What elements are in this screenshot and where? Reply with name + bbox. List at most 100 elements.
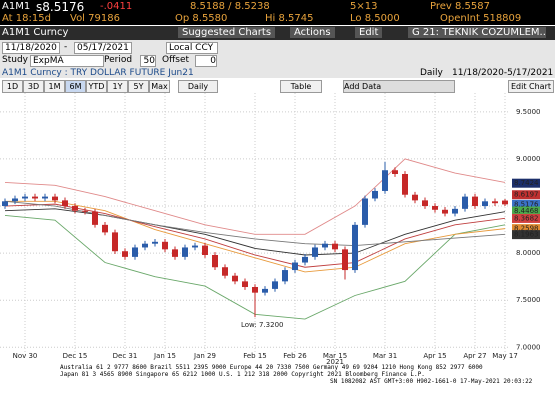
- x-tick-label: Mar 31: [373, 352, 397, 360]
- candle-body: [262, 288, 268, 293]
- price-tag-label: 8.1963: [514, 231, 539, 239]
- candle-body: [242, 281, 248, 288]
- candle-body: [322, 243, 328, 248]
- open-int: OpenInt 518809: [440, 13, 522, 24]
- price-tag-label: 8.6197: [514, 191, 539, 199]
- footer-line: Japan 81 3 4565 8900 Singapore 65 6212 1…: [60, 371, 425, 378]
- x-tick-label: Feb 15: [243, 352, 267, 360]
- overlay-line: [4, 203, 506, 268]
- y-tick-label: 7.5000: [516, 296, 541, 304]
- x-tick-label: Apr 15: [423, 352, 446, 360]
- candle-body: [212, 254, 218, 268]
- candle-body: [32, 196, 38, 199]
- candle-body: [502, 200, 508, 205]
- candle-body: [52, 196, 58, 201]
- candle-body: [282, 270, 288, 282]
- candle-body: [452, 208, 458, 214]
- plot-area: [0, 93, 555, 370]
- period-button[interactable]: Max: [149, 80, 170, 93]
- candle-body: [122, 251, 128, 257]
- candle-body: [292, 262, 298, 271]
- dates: 11/18/2020-5/17/2021: [452, 68, 554, 78]
- menu-button[interactable]: Actions: [290, 27, 335, 38]
- offset-label: Offset: [162, 55, 190, 65]
- candle-body: [102, 224, 108, 233]
- quote-bar: [0, 0, 555, 25]
- study-label: Study: [2, 55, 28, 65]
- candle-body: [182, 247, 188, 257]
- annotation: Low: 7.3200: [241, 321, 283, 329]
- vol: Vol 79186: [70, 13, 120, 24]
- footer-line: SN 1082082 AST GMT+3:00 H902-1661-0 17-M…: [330, 378, 533, 385]
- period-button[interactable]: 6M: [65, 80, 86, 93]
- y-tick-label: 7.0000: [516, 343, 541, 351]
- description: A1M1 Curncy : TRY DOLLAR FUTURE Jun21: [2, 68, 194, 78]
- candle-body: [92, 211, 98, 225]
- period-button[interactable]: 1Y: [107, 80, 128, 93]
- candle-body: [402, 173, 408, 195]
- price-tag: [512, 199, 540, 209]
- y-tick-label: 8.0000: [516, 249, 541, 257]
- candle-body: [342, 249, 348, 271]
- high: Hi 8.5745: [265, 13, 314, 24]
- x-tick-label: Jan 29: [193, 352, 216, 360]
- price-tag-label: 8.2598: [514, 225, 539, 233]
- candle-body: [162, 241, 168, 250]
- menu-button[interactable]: Edit: [355, 27, 383, 38]
- bid-ask: 8.5188 / 8.5238: [190, 1, 270, 12]
- period-button[interactable]: 3D: [23, 80, 44, 93]
- end-date[interactable]: 05/17/2021: [74, 42, 132, 54]
- candle-body: [202, 245, 208, 255]
- price-tag: [512, 206, 540, 216]
- table-button[interactable]: Table: [280, 80, 322, 93]
- size: 5×13: [350, 1, 378, 12]
- candle-body: [72, 206, 78, 211]
- offset[interactable]: 0: [195, 55, 217, 67]
- candle-body: [422, 200, 428, 207]
- menu-button[interactable]: G 21: TEKNIK COZUMLEM...: [408, 27, 546, 38]
- y-tick-label: 9.0000: [516, 155, 541, 163]
- y-tick-label: 9.5000: [516, 108, 541, 116]
- start-date[interactable]: 11/18/2020: [2, 42, 60, 54]
- candle-body: [22, 196, 28, 199]
- candle-body: [172, 249, 178, 257]
- candle-body: [302, 256, 308, 263]
- candle-body: [272, 281, 278, 289]
- frequency-select[interactable]: Daily: [178, 80, 218, 93]
- open: Op 8.5580: [175, 13, 228, 24]
- menu-button[interactable]: Suggested Charts: [178, 27, 276, 38]
- candle-body: [442, 209, 448, 214]
- price-tag: [512, 224, 540, 234]
- time: At 18:15d: [2, 13, 51, 24]
- security: A1M1 Curncy: [2, 27, 69, 38]
- add-data[interactable]: Add Data: [343, 80, 455, 93]
- last: s8.5176: [36, 0, 85, 14]
- candle-body: [232, 275, 238, 282]
- x-tick-label: Dec 31: [113, 352, 138, 360]
- x-tick-label: Jan 15: [153, 352, 176, 360]
- price-tag-label: 8.4468: [514, 207, 539, 215]
- candle-body: [332, 243, 338, 250]
- price-tag-label: 8.7424: [514, 179, 539, 187]
- candle-body: [392, 170, 398, 174]
- candle-body: [482, 201, 488, 207]
- candle-body: [352, 224, 358, 271]
- x-tick-label: Feb 26: [283, 352, 307, 360]
- period-button[interactable]: YTD: [86, 80, 107, 93]
- candle-body: [362, 198, 368, 225]
- edit-chart[interactable]: Edit Chart: [508, 80, 554, 93]
- candle-body: [222, 267, 228, 276]
- period-button[interactable]: 1M: [44, 80, 65, 93]
- currency[interactable]: Local CCY: [166, 42, 218, 54]
- x-tick-label: Apr 27: [463, 352, 486, 360]
- period[interactable]: 50: [140, 55, 156, 67]
- candle-body: [12, 198, 18, 202]
- overlay-line: [4, 208, 506, 256]
- period-button[interactable]: 5Y: [128, 80, 149, 93]
- candle-body: [42, 196, 48, 199]
- period-button[interactable]: 1D: [2, 80, 23, 93]
- study[interactable]: ExpMA: [30, 55, 104, 67]
- candle-body: [142, 243, 148, 248]
